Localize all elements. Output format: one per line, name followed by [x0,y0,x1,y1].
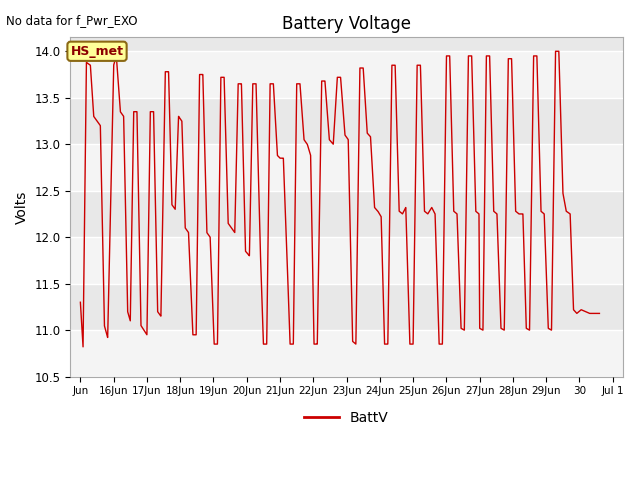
Y-axis label: Volts: Volts [15,190,29,224]
Legend: BattV: BattV [299,406,394,431]
Bar [70,51,623,98]
Text: No data for f_Pwr_EXO: No data for f_Pwr_EXO [6,14,138,27]
Bar [70,330,623,377]
Bar [70,237,623,284]
Title: Battery Voltage: Battery Voltage [282,15,411,33]
Text: HS_met: HS_met [70,45,124,58]
Bar [70,144,623,191]
